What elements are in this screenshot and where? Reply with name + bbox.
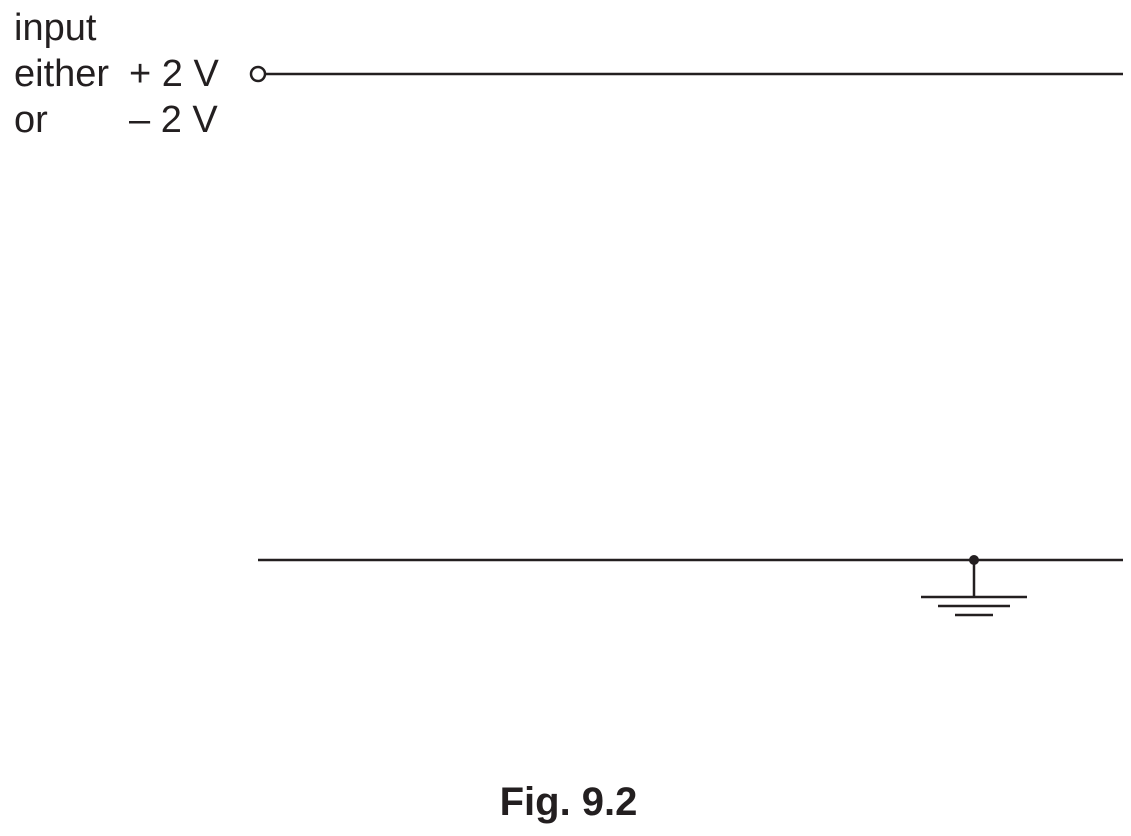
input-terminal-icon (249, 65, 267, 83)
positive-voltage-label: + 2 V (129, 53, 219, 95)
input-label: input (14, 7, 97, 49)
negative-voltage-label: – 2 V (129, 99, 218, 141)
ground-icon (921, 560, 1027, 617)
figure-caption: Fig. 9.2 (499, 780, 638, 824)
either-label: either (14, 53, 110, 95)
or-label: or (14, 99, 48, 141)
